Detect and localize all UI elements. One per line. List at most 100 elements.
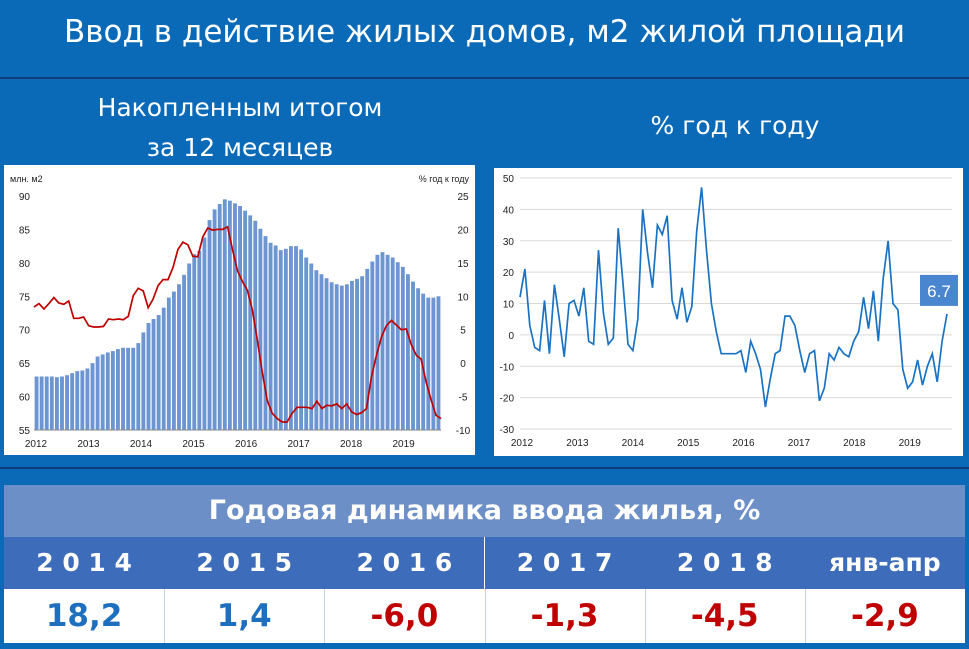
chart-bar (44, 376, 49, 430)
chart-bar (121, 347, 125, 430)
y-tick-label: -10 (500, 362, 515, 373)
chart-bar (151, 319, 156, 430)
chart-bar (431, 297, 436, 430)
y-tick-label: 65 (19, 359, 31, 370)
chart-bar (187, 263, 192, 430)
x-tick-label: 2018 (843, 438, 866, 449)
chart-bar (299, 249, 304, 430)
y-tick-label: 0 (508, 331, 514, 342)
chart-bar (110, 351, 115, 430)
chart-bar (100, 354, 105, 430)
x-tick-label: 2019 (899, 438, 922, 449)
y-tick-label: 55 (19, 426, 31, 437)
left-chart-caption: Накопленным итогом за 12 месяцев (40, 88, 440, 168)
chart-bar (385, 254, 390, 430)
chart-bar (126, 347, 131, 430)
x-tick-label: 2016 (732, 438, 755, 449)
chart-bar (380, 252, 385, 430)
chart-bar (90, 363, 95, 430)
y-tick-label: -30 (500, 425, 515, 436)
y-tick-label: 80 (19, 259, 31, 270)
chart-bar (370, 261, 375, 430)
chart-bar (171, 291, 176, 430)
table-title: Годовая динамика ввода жилья, % (4, 485, 965, 537)
y2-tick-label: 15 (457, 259, 469, 270)
chart-bar (344, 284, 349, 430)
table-header-cell: 2 0 1 5 (164, 537, 325, 589)
y2-tick-label: 10 (457, 292, 469, 303)
table-cell-divider (644, 589, 646, 643)
chart-bar (319, 274, 324, 430)
x-tick-label: 2015 (182, 439, 205, 450)
chart-bar (212, 209, 217, 430)
chart-bar (400, 266, 405, 430)
table-cell-divider (324, 589, 326, 643)
y2-tick-label: -10 (456, 426, 471, 437)
chart-bar (268, 242, 273, 430)
chart-bar (436, 296, 441, 430)
table-value-cell: 1,4 (164, 589, 325, 643)
x-tick-label: 2019 (392, 439, 415, 450)
left-caption-line1: Накопленным итогом (97, 93, 383, 122)
last-value-box (920, 274, 958, 306)
chart-bar (182, 274, 187, 430)
chart-bar (116, 349, 120, 430)
chart-bar (416, 288, 421, 430)
chart-bar (304, 257, 309, 430)
table-value-cell: -6,0 (324, 589, 485, 643)
chart-bar (197, 250, 202, 430)
y-tick-label: 60 (19, 393, 31, 404)
chart-bar (278, 250, 283, 430)
chart-bar (426, 297, 431, 430)
left-caption-line2: за 12 месяцев (146, 133, 334, 162)
chart-bar (192, 254, 197, 430)
chart-bar (146, 323, 151, 430)
chart-bar (60, 376, 64, 430)
cumulative-chart: млн. м2 % год к году 55 60 65 70 75 80 85 90 -10 -5… (10, 174, 471, 450)
chart-bar (243, 210, 248, 430)
page-title: Ввод в действие жилых домов, м2 жилой пл… (64, 14, 905, 50)
table-cell-divider (484, 589, 486, 643)
chart-bar (329, 282, 334, 430)
series-line-yoy (33, 225, 442, 423)
chart-bar (263, 236, 268, 430)
chart-bar (202, 237, 207, 430)
chart-bar (34, 376, 39, 430)
table-cell-divider (804, 589, 806, 643)
x-tick-label: 2015 (677, 438, 700, 449)
x-tick-label: 2013 (77, 439, 100, 450)
chart-bar (166, 297, 171, 430)
chart-bar (95, 356, 100, 430)
y2-tick-label: 0 (460, 359, 466, 370)
x-tick-label: 2012 (511, 438, 534, 449)
x-tick-label: 2014 (622, 438, 645, 449)
chart-bar (258, 228, 263, 430)
chart-bar (411, 281, 415, 430)
chart-bar (141, 332, 146, 430)
series-line-yoy (519, 187, 948, 408)
x-tick-label: 2017 (287, 439, 310, 450)
x-tick-label: 2013 (566, 438, 589, 449)
right-chart-caption: % год к году (650, 111, 820, 140)
chart-bar (54, 377, 59, 430)
chart-bar (156, 315, 161, 430)
chart-bar (288, 246, 293, 430)
chart-bar (350, 280, 354, 430)
chart-bar (334, 284, 339, 430)
chart-bar (248, 215, 253, 430)
x-tick-label: 2018 (340, 439, 363, 450)
chart-bar (421, 293, 426, 430)
table-cell-divider (164, 589, 166, 643)
y-tick-label: 40 (503, 205, 515, 216)
chart-bar (136, 343, 141, 430)
chart-bar (75, 371, 80, 430)
table-value-cell: -4,5 (644, 589, 805, 643)
y2-tick-label: -5 (459, 393, 468, 404)
table-header-cell: янв-апр (804, 537, 965, 589)
y-tick-label: 50 (503, 174, 515, 185)
chart-bar (65, 375, 70, 430)
y-tick-label: 85 (19, 225, 31, 236)
y-tick-label: 30 (503, 237, 515, 248)
y2-axis-unit-label: % год к году (419, 174, 470, 184)
